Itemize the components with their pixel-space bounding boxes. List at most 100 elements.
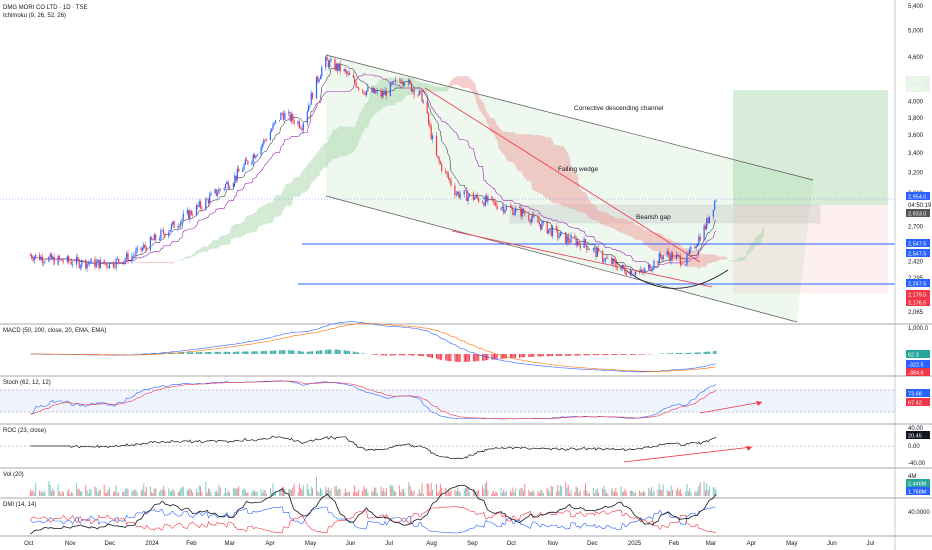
volume-bar (570, 489, 572, 496)
candle-body (657, 260, 659, 264)
volume-bar (302, 485, 304, 496)
cloud-segment (314, 150, 319, 181)
cloud-segment (273, 196, 275, 222)
cloud-segment (414, 79, 416, 92)
candle-body (576, 241, 579, 246)
macd-bar (178, 352, 180, 354)
cloud-segment (185, 256, 190, 259)
candle-body (625, 273, 627, 276)
candle-body (703, 225, 705, 241)
candle-body (118, 258, 120, 263)
volume-bar (356, 492, 358, 496)
volume-bar (244, 489, 246, 496)
volume-bar (474, 489, 476, 496)
candle-body (363, 91, 365, 94)
cloud-segment (231, 224, 236, 240)
macd-bar (478, 354, 480, 361)
macd-bar (325, 349, 327, 354)
candle-body (189, 210, 191, 219)
price-axis[interactable]: 5,4005,0004,6004,2004,0003,8003,6003,400… (908, 4, 924, 316)
cloud-segment (485, 109, 488, 124)
volume-bar (437, 492, 439, 496)
candle-body (205, 198, 207, 209)
cloud-segment (545, 137, 550, 199)
cloud-segment (164, 261, 166, 264)
volume-bar (325, 486, 327, 496)
candle-body (94, 258, 96, 268)
volume-bar (432, 489, 433, 496)
candle-body (641, 269, 643, 272)
candle-body (281, 113, 283, 114)
cloud-segment (182, 257, 184, 261)
dmi-pane[interactable]: DMI (14, 14) 40.0000 (3, 484, 930, 535)
volume-bar (43, 493, 45, 496)
volume-bar (668, 491, 669, 496)
volume-bar (392, 485, 394, 496)
candle-body (603, 261, 605, 262)
candle-body (234, 175, 236, 184)
candle-body (228, 187, 231, 189)
macd-bar (559, 354, 561, 356)
cloud-segment (550, 137, 552, 203)
price-badge (906, 249, 930, 257)
price-pane[interactable]: DMG MORI CO LTD · 1D · TSE Ichimoku (9, … (0, 5, 895, 323)
volume-bar (565, 482, 567, 496)
candle-body (343, 69, 345, 72)
stoch-pane[interactable]: Stoch (62, 12, 12) (0, 380, 895, 420)
cloud-segment (516, 134, 518, 171)
candle-body (44, 261, 46, 263)
candle-body (177, 226, 179, 228)
volume-bar (715, 489, 717, 496)
cloud-segment (724, 256, 726, 260)
macd-bar (422, 354, 424, 357)
volume-bar (685, 491, 687, 496)
volume-bar (421, 483, 423, 496)
candle-body (681, 264, 683, 266)
cloud-segment (201, 247, 203, 253)
macd-bar (585, 354, 586, 356)
price-badge (906, 84, 930, 92)
volume-bar (337, 490, 339, 496)
cloud-segment (567, 152, 569, 209)
macd-pane[interactable]: MACD (50, 200, close, 20, EMA, EMA) 1,00… (3, 321, 929, 373)
macd-bar (186, 352, 188, 354)
candle-body (49, 253, 51, 258)
candle-body (400, 80, 402, 84)
cloud-segment (452, 76, 457, 85)
candle-body (441, 163, 443, 171)
candle-body (124, 258, 126, 261)
cloud-segment (368, 92, 370, 127)
candle-body (243, 164, 245, 170)
cloud-segment (709, 254, 712, 264)
candle-body (588, 249, 590, 250)
cloud-segment (655, 232, 660, 252)
time-axis[interactable]: Oct Nov Dec 2024 Feb Mar Apr May Jun Jul Aug Sep Oct… (24, 541, 874, 547)
volume-bar (542, 492, 544, 496)
candle-body (483, 202, 485, 206)
volume-bar (205, 481, 207, 496)
volume-bar (467, 487, 469, 496)
roc-axis-tick: 0.00 (908, 444, 920, 450)
volume-bar (707, 490, 709, 496)
cloud-segment (535, 135, 540, 194)
candle-body (559, 232, 561, 237)
cloud-segment (589, 199, 592, 219)
volume-bar (362, 490, 364, 496)
macd-bar (668, 353, 669, 354)
roc-pane[interactable]: ROC (23, close) 40.00 0.00 -40.00 (0, 426, 926, 467)
macd-bar (624, 354, 626, 355)
volume-bar (612, 490, 614, 496)
volume-bar (374, 487, 375, 496)
volume-bar (300, 488, 302, 496)
stoch-d-line (30, 380, 717, 420)
candle-body (273, 122, 275, 125)
macd-bar (474, 354, 476, 362)
cloud-segment (332, 129, 337, 160)
candle-body (678, 255, 680, 257)
candle-body (107, 266, 109, 268)
macd-bar (503, 354, 505, 359)
volume-bar (417, 493, 419, 496)
volume-pane[interactable]: Vol (20) 4M (3, 472, 916, 496)
cloud-segment (549, 137, 551, 201)
